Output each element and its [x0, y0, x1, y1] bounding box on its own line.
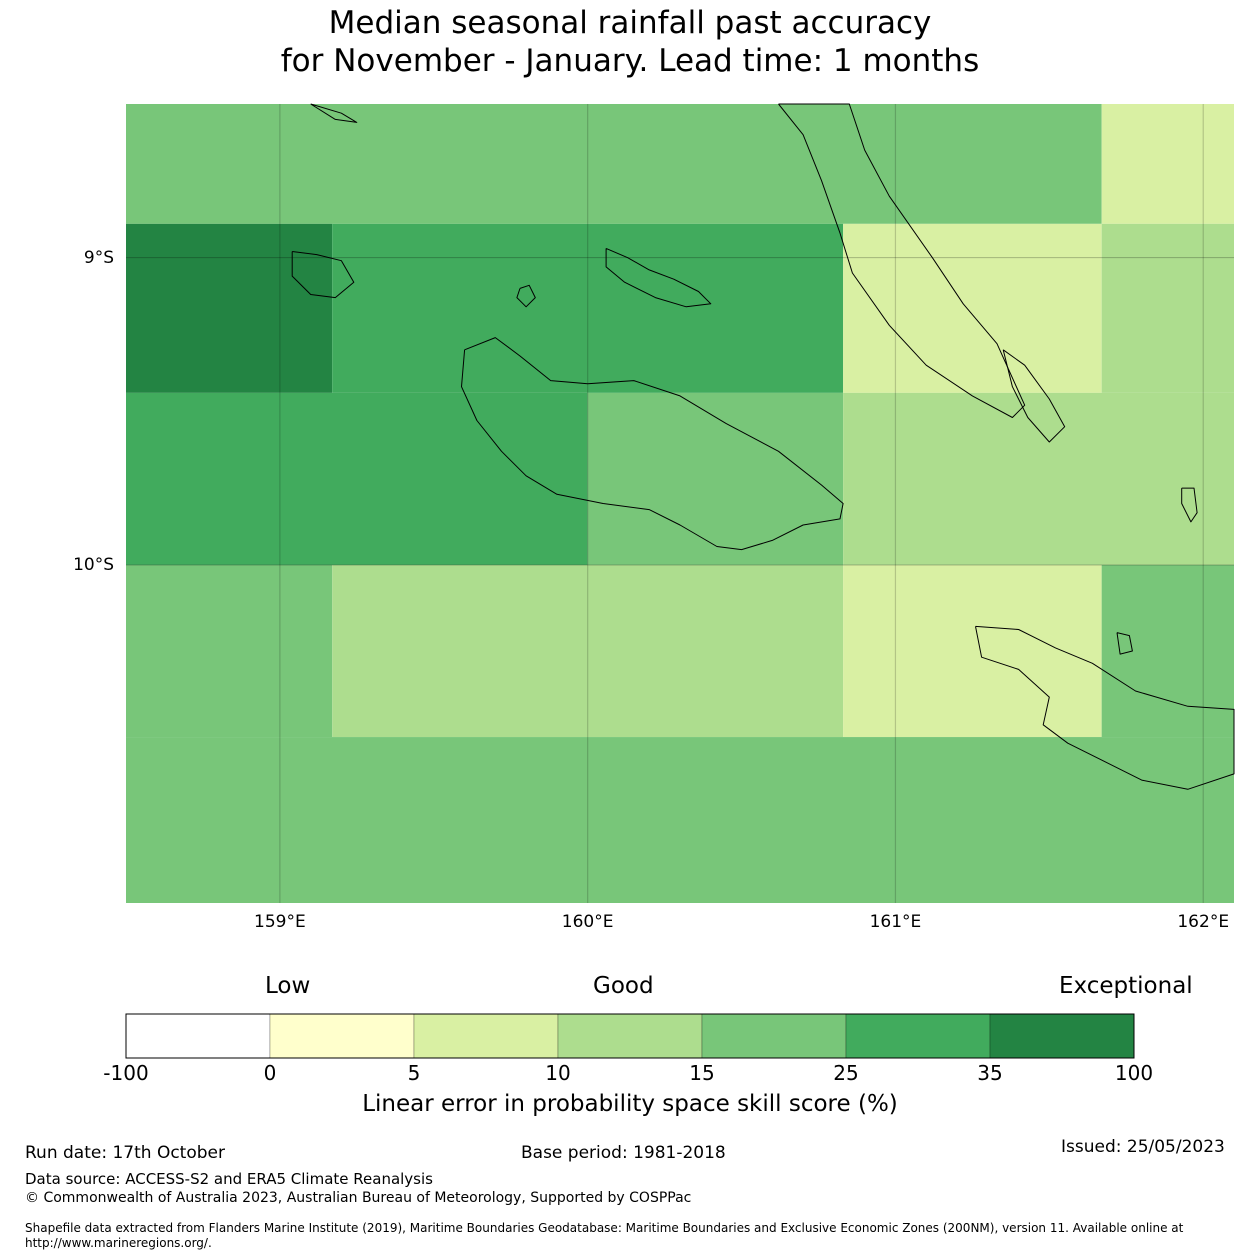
legend-category-exceptional: Exceptional	[1059, 973, 1193, 999]
lat-tick-label: 9°S	[83, 247, 114, 268]
coastline-russell-islands	[291, 251, 355, 299]
colorbar-swatch-6	[989, 1013, 1135, 1059]
chart-title: Median seasonal rainfall past accuracy f…	[0, 4, 1260, 80]
colorbar	[125, 1013, 1135, 1059]
lat-tick-label: 10°S	[73, 554, 114, 575]
grid-cell-6	[126, 392, 588, 565]
graticule	[126, 104, 1234, 903]
colorbar-swatch-2	[413, 1013, 559, 1059]
coastline-three-sisters	[1116, 632, 1133, 655]
grid-cell-5	[1101, 223, 1234, 393]
colorbar-title: Linear error in probability space skill …	[362, 1091, 898, 1117]
title-line-2: for November - January. Lead time: 1 mon…	[280, 43, 980, 79]
grid-cell-4	[843, 223, 1102, 393]
colorbar-tick-label: 100	[1114, 1061, 1154, 1085]
grid-cell-0	[126, 104, 1102, 224]
colorbar-tick-label: 10	[545, 1061, 571, 1085]
run-date: Run date: 17th October	[25, 1143, 225, 1163]
lon-tick-label: 160°E	[561, 912, 614, 932]
data-source: Data source: ACCESS-S2 and ERA5 Climate …	[25, 1170, 433, 1188]
legend-category-good: Good	[593, 973, 654, 999]
grid-cell-8	[843, 392, 1234, 565]
colorbar-swatch-1	[269, 1013, 415, 1059]
grid-cell-10	[332, 564, 844, 738]
lon-tick-label: 159°E	[254, 912, 306, 932]
colorbar-tick-label: -100	[103, 1061, 149, 1085]
coastline-ulawa	[1181, 487, 1198, 523]
coastline-san-cristobal	[975, 625, 1235, 790]
base-period: Base period: 1981-2018	[521, 1143, 726, 1163]
colorbar-tick-label: 25	[833, 1061, 859, 1085]
coastline-savo	[516, 284, 536, 308]
colorbar-tick-label: 35	[977, 1061, 1003, 1085]
colorbar-swatch-0	[125, 1013, 271, 1059]
colorbar-outline	[125, 1013, 1135, 1059]
coastline-small-malaita	[1002, 349, 1066, 443]
grid-cell-11	[843, 564, 1102, 738]
colorbar-swatch-4	[701, 1013, 847, 1059]
colorbar-tick-label: 15	[689, 1061, 715, 1085]
coastline-guadalcanal	[461, 337, 844, 551]
lon-tick-label: 161°E	[869, 912, 922, 932]
grid-cell-9	[126, 564, 333, 738]
lon-tick-label: 162°E	[1177, 912, 1230, 932]
shapefile-credit: Shapefile data extracted from Flanders M…	[25, 1221, 1184, 1250]
coastline-florida-islands	[605, 247, 712, 308]
title-line-1: Median seasonal rainfall past accuracy	[328, 5, 932, 41]
colorbar-swatch-3	[557, 1013, 703, 1059]
grid-cell-12	[1101, 564, 1234, 738]
coastlines	[291, 103, 1235, 790]
colorbar-swatch-5	[845, 1013, 991, 1059]
grid-cell-2	[126, 223, 333, 393]
grid-cell-1	[1101, 104, 1234, 224]
grid-cell-13	[126, 737, 1234, 903]
grid-cell-7	[587, 392, 844, 565]
colorbar-tick-label: 5	[407, 1061, 421, 1085]
skill-grid	[126, 104, 1234, 903]
coastline-north-islet	[310, 103, 358, 123]
copyright-notice: © Commonwealth of Australia 2023, Austra…	[25, 1190, 692, 1206]
grid-cell-3	[332, 223, 844, 393]
colorbar-tick-label: 0	[263, 1061, 277, 1085]
coastline-malaita	[778, 103, 1026, 418]
issued-date: Issued: 25/05/2023	[1061, 1137, 1225, 1157]
legend-category-low: Low	[265, 973, 311, 999]
